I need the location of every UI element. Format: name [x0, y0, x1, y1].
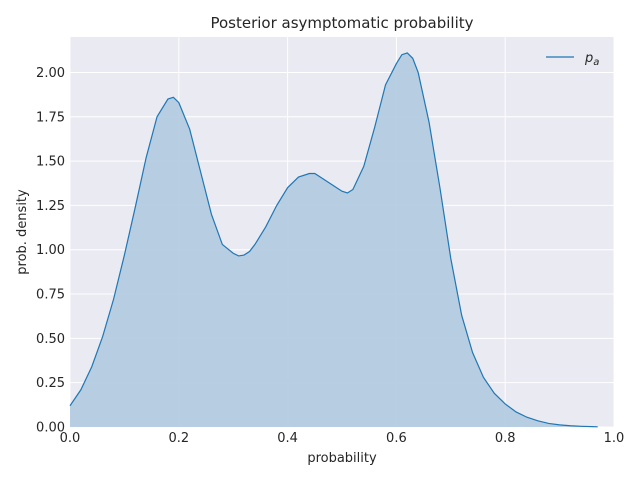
legend-label-main: p [584, 51, 593, 66]
x-tick-label: 0.8 [495, 431, 516, 446]
y-tick-label: 0.75 [36, 288, 65, 303]
legend: pa [546, 51, 599, 68]
y-tick-label: 0.00 [36, 421, 65, 436]
x-tick-label: 0.2 [168, 431, 189, 446]
chart-title: Posterior asymptomatic probability [210, 14, 473, 32]
x-tick-label: 0.0 [60, 431, 81, 446]
y-tick-label: 2.00 [36, 66, 65, 81]
density-line [69, 52, 598, 428]
y-tick-label: 0.50 [36, 332, 65, 347]
legend-label: pa [584, 51, 599, 68]
y-axis-ticks: 0.00 0.25 0.50 0.75 1.00 1.25 1.50 1.75 2.00 [36, 66, 65, 436]
x-tick-label: 1.0 [604, 431, 625, 446]
y-axis-label: prob. density [15, 189, 30, 275]
y-tick-label: 1.00 [36, 243, 65, 258]
x-axis-ticks: 0.0 0.2 0.4 0.6 0.8 1.0 [60, 431, 625, 446]
x-tick-label: 0.4 [277, 431, 298, 446]
y-tick-label: 1.50 [36, 155, 65, 170]
x-axis-label: probability [307, 451, 377, 466]
x-tick-label: 0.6 [386, 431, 407, 446]
y-tick-label: 1.75 [36, 110, 65, 125]
y-tick-label: 0.25 [36, 376, 65, 391]
density-area-fill [70, 52, 598, 427]
legend-label-subscript: a [593, 57, 599, 68]
y-tick-label: 1.25 [36, 199, 65, 214]
